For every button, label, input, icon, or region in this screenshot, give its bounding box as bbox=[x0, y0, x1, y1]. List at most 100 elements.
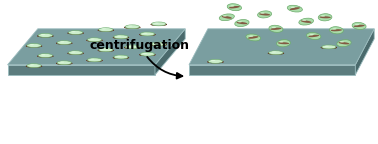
Ellipse shape bbox=[338, 42, 350, 44]
Ellipse shape bbox=[124, 46, 140, 49]
Ellipse shape bbox=[99, 48, 113, 52]
Ellipse shape bbox=[259, 13, 270, 16]
Ellipse shape bbox=[229, 6, 240, 8]
Ellipse shape bbox=[68, 51, 83, 55]
Ellipse shape bbox=[287, 5, 302, 12]
Ellipse shape bbox=[318, 14, 332, 21]
Ellipse shape bbox=[56, 62, 72, 65]
Ellipse shape bbox=[257, 11, 272, 18]
Ellipse shape bbox=[87, 38, 102, 42]
Ellipse shape bbox=[278, 42, 289, 44]
Ellipse shape bbox=[41, 34, 45, 35]
Ellipse shape bbox=[87, 39, 102, 41]
Ellipse shape bbox=[152, 22, 166, 26]
Ellipse shape bbox=[332, 28, 336, 30]
Ellipse shape bbox=[143, 33, 147, 34]
Ellipse shape bbox=[151, 43, 167, 46]
Ellipse shape bbox=[68, 32, 84, 34]
Ellipse shape bbox=[152, 42, 166, 46]
Ellipse shape bbox=[319, 16, 331, 18]
FancyArrowPatch shape bbox=[147, 57, 182, 78]
Ellipse shape bbox=[310, 34, 314, 35]
Ellipse shape bbox=[238, 21, 242, 22]
Ellipse shape bbox=[308, 35, 319, 37]
Ellipse shape bbox=[29, 44, 34, 45]
Ellipse shape bbox=[71, 51, 76, 52]
Ellipse shape bbox=[27, 43, 41, 48]
Ellipse shape bbox=[101, 28, 106, 29]
Ellipse shape bbox=[321, 15, 325, 17]
Ellipse shape bbox=[27, 64, 41, 68]
Ellipse shape bbox=[272, 27, 276, 28]
Ellipse shape bbox=[268, 52, 284, 54]
Ellipse shape bbox=[37, 55, 53, 57]
Ellipse shape bbox=[71, 31, 76, 32]
Ellipse shape bbox=[114, 35, 128, 39]
Ellipse shape bbox=[269, 51, 283, 55]
Ellipse shape bbox=[116, 56, 121, 57]
Polygon shape bbox=[189, 29, 374, 65]
Ellipse shape bbox=[307, 33, 321, 39]
Ellipse shape bbox=[223, 15, 227, 17]
Ellipse shape bbox=[208, 61, 223, 63]
Ellipse shape bbox=[270, 28, 282, 30]
Ellipse shape bbox=[140, 32, 155, 36]
Ellipse shape bbox=[143, 53, 147, 54]
Ellipse shape bbox=[68, 31, 83, 35]
Ellipse shape bbox=[330, 27, 343, 34]
Ellipse shape bbox=[128, 25, 132, 26]
Ellipse shape bbox=[352, 22, 366, 30]
Ellipse shape bbox=[301, 20, 311, 23]
Ellipse shape bbox=[340, 41, 344, 43]
Ellipse shape bbox=[139, 54, 155, 56]
Ellipse shape bbox=[355, 24, 359, 25]
Ellipse shape bbox=[98, 49, 114, 52]
Polygon shape bbox=[155, 29, 185, 75]
Ellipse shape bbox=[57, 61, 71, 65]
Polygon shape bbox=[189, 65, 355, 75]
Ellipse shape bbox=[60, 61, 64, 62]
Ellipse shape bbox=[139, 33, 155, 36]
Ellipse shape bbox=[99, 28, 113, 32]
Ellipse shape bbox=[101, 49, 106, 50]
Ellipse shape bbox=[260, 12, 265, 14]
Text: centrifugation: centrifugation bbox=[90, 39, 190, 52]
Ellipse shape bbox=[125, 25, 139, 29]
Ellipse shape bbox=[128, 46, 132, 47]
Ellipse shape bbox=[56, 42, 72, 44]
Ellipse shape bbox=[26, 45, 42, 47]
Ellipse shape bbox=[324, 46, 329, 47]
Ellipse shape bbox=[279, 41, 284, 43]
Ellipse shape bbox=[271, 51, 276, 52]
Ellipse shape bbox=[38, 54, 53, 58]
Ellipse shape bbox=[248, 36, 259, 39]
Ellipse shape bbox=[236, 22, 248, 24]
Ellipse shape bbox=[230, 5, 234, 7]
Ellipse shape bbox=[290, 7, 300, 10]
Ellipse shape bbox=[208, 59, 223, 63]
Polygon shape bbox=[355, 29, 374, 75]
Polygon shape bbox=[8, 29, 185, 65]
Ellipse shape bbox=[90, 59, 94, 60]
Ellipse shape bbox=[227, 4, 242, 11]
Polygon shape bbox=[8, 65, 155, 75]
Ellipse shape bbox=[113, 36, 129, 39]
Ellipse shape bbox=[299, 18, 313, 25]
Ellipse shape bbox=[68, 52, 84, 54]
Ellipse shape bbox=[291, 7, 295, 8]
Ellipse shape bbox=[125, 45, 139, 49]
Ellipse shape bbox=[113, 56, 129, 59]
Ellipse shape bbox=[29, 64, 34, 65]
Ellipse shape bbox=[249, 35, 253, 37]
Ellipse shape bbox=[222, 16, 232, 19]
Ellipse shape bbox=[337, 40, 351, 47]
Ellipse shape bbox=[154, 23, 159, 24]
Ellipse shape bbox=[60, 41, 64, 42]
Ellipse shape bbox=[353, 25, 365, 27]
Ellipse shape bbox=[331, 29, 342, 31]
Ellipse shape bbox=[269, 25, 283, 32]
Ellipse shape bbox=[116, 36, 121, 37]
Ellipse shape bbox=[140, 52, 155, 56]
Ellipse shape bbox=[87, 58, 102, 62]
Ellipse shape bbox=[90, 38, 94, 39]
